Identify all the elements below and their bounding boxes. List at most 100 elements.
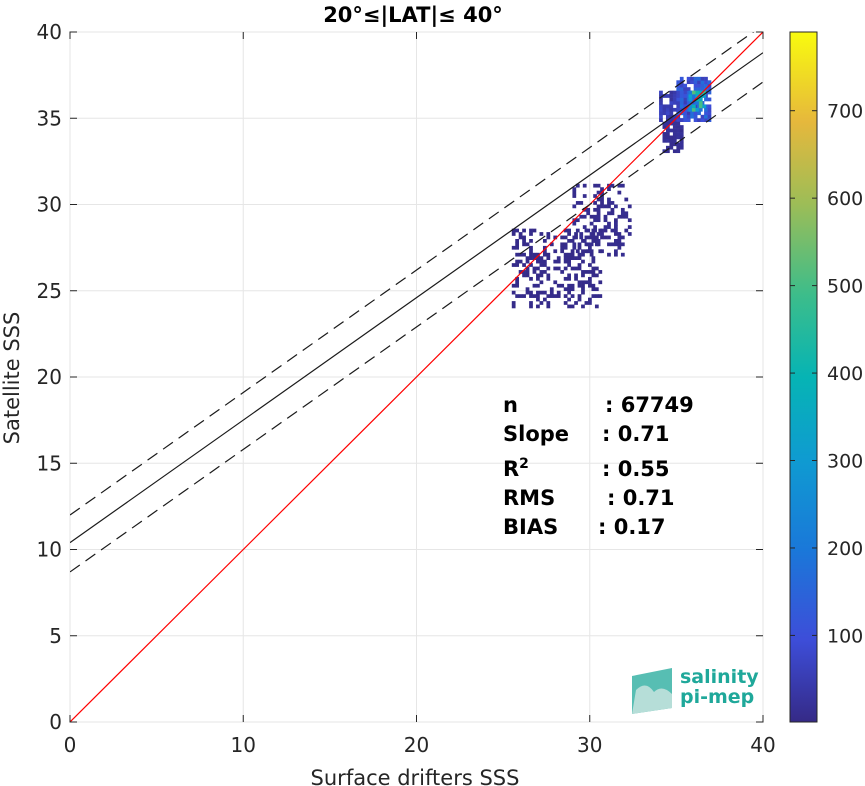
- density-cell: [679, 145, 684, 150]
- density-cell: [591, 270, 596, 274]
- density-cell: [529, 276, 533, 281]
- density-cell: [563, 301, 568, 305]
- density-cell: [607, 235, 611, 240]
- density-cell: [704, 114, 708, 119]
- density-cell: [676, 87, 681, 91]
- density-cell: [610, 211, 615, 216]
- density-cell: [669, 90, 674, 95]
- density-cell: [607, 225, 611, 229]
- density-cell: [697, 111, 701, 116]
- density-cell: [607, 187, 611, 191]
- density-cell: [518, 259, 523, 264]
- density-cell: [515, 228, 520, 233]
- density-cell: [659, 107, 663, 112]
- density-cell: [546, 252, 551, 257]
- density-cell: [570, 304, 575, 309]
- density-cell: [610, 228, 615, 233]
- density-cell: [700, 80, 705, 85]
- density-cell: [522, 273, 526, 278]
- density-cell: [679, 97, 684, 102]
- density-cell: [688, 94, 693, 98]
- density-cell: [702, 94, 707, 98]
- density-cell: [669, 128, 674, 133]
- density-cell: [610, 201, 615, 205]
- density-cell: [659, 94, 663, 98]
- density-cell: [707, 114, 712, 119]
- density-cell: [532, 252, 537, 257]
- density-cell: [683, 97, 688, 102]
- density-cell: [556, 266, 561, 271]
- y-axis-ticks: 0 5 10 15 20 25 30 35 40: [37, 20, 763, 734]
- density-cell: [560, 283, 565, 288]
- density-cell: [686, 80, 691, 85]
- y-tick-label: 15: [37, 451, 62, 475]
- colorbar-tick-label: 300: [827, 451, 863, 473]
- density-cell: [553, 280, 558, 285]
- density-cell: [693, 111, 698, 116]
- density-cell: [511, 283, 516, 288]
- colorbar-ticks: 100 200 300 400 500 600 700: [790, 101, 863, 647]
- density-cell: [529, 245, 533, 250]
- density-cell: [525, 287, 530, 292]
- density-cell: [572, 194, 577, 198]
- density-cell: [518, 294, 523, 298]
- density-cell: [529, 228, 533, 233]
- density-cell: [542, 252, 547, 257]
- density-cell: [672, 94, 677, 98]
- density-cell: [700, 87, 705, 91]
- density-cell: [676, 132, 681, 136]
- density-cell: [676, 101, 681, 105]
- density-cell: [627, 218, 632, 223]
- density-cell: [659, 114, 663, 119]
- density-cell: [581, 249, 585, 254]
- density-cell: [556, 294, 561, 298]
- density-cell: [672, 114, 677, 119]
- density-cell: [665, 94, 670, 98]
- density-cell: [582, 183, 587, 188]
- density-cell: [532, 294, 537, 298]
- reference-lines: [70, 32, 763, 722]
- density-cell: [549, 294, 554, 298]
- density-cell: [596, 190, 601, 195]
- density-cell: [522, 228, 526, 233]
- density-cell: [707, 104, 712, 109]
- density-cell: [624, 214, 629, 219]
- density-cell: [581, 259, 585, 264]
- density-cell: [669, 145, 674, 150]
- salinity-pimep-logo: salinity pi-mep: [632, 666, 759, 714]
- density-cell: [588, 245, 592, 250]
- density-cell: [542, 263, 547, 267]
- density-cell: [691, 90, 696, 95]
- density-cell: [665, 128, 670, 133]
- density-cell: [596, 211, 601, 216]
- density-cell: [577, 263, 582, 267]
- density-cell: [697, 87, 701, 91]
- density-cell: [704, 107, 708, 112]
- density-cell: [672, 142, 677, 147]
- density-cell: [567, 239, 571, 243]
- density-cell: [676, 125, 681, 129]
- density-cell: [620, 211, 625, 216]
- density-cell: [693, 114, 698, 119]
- density-cell: [707, 80, 712, 85]
- density-cell: [700, 114, 705, 119]
- x-axis-ticks: 0 10 20 30 40: [64, 32, 776, 757]
- density-cell: [575, 183, 580, 188]
- density-cell: [698, 101, 703, 105]
- density-cell: [598, 249, 603, 254]
- density-cell: [511, 228, 516, 233]
- density-cell: [593, 214, 597, 219]
- density-cell: [688, 107, 693, 112]
- stat-label: RMS: [503, 486, 555, 510]
- colorbar-tick-label: 400: [827, 363, 863, 385]
- density-cell: [695, 107, 700, 112]
- density-cell: [588, 283, 592, 288]
- density-cell: [575, 218, 580, 223]
- density-cell: [610, 207, 615, 212]
- density-cell: [617, 190, 622, 195]
- density-cell: [686, 111, 691, 116]
- density-cell: [581, 270, 585, 274]
- density-cell: [596, 232, 601, 236]
- density-cell: [532, 228, 537, 233]
